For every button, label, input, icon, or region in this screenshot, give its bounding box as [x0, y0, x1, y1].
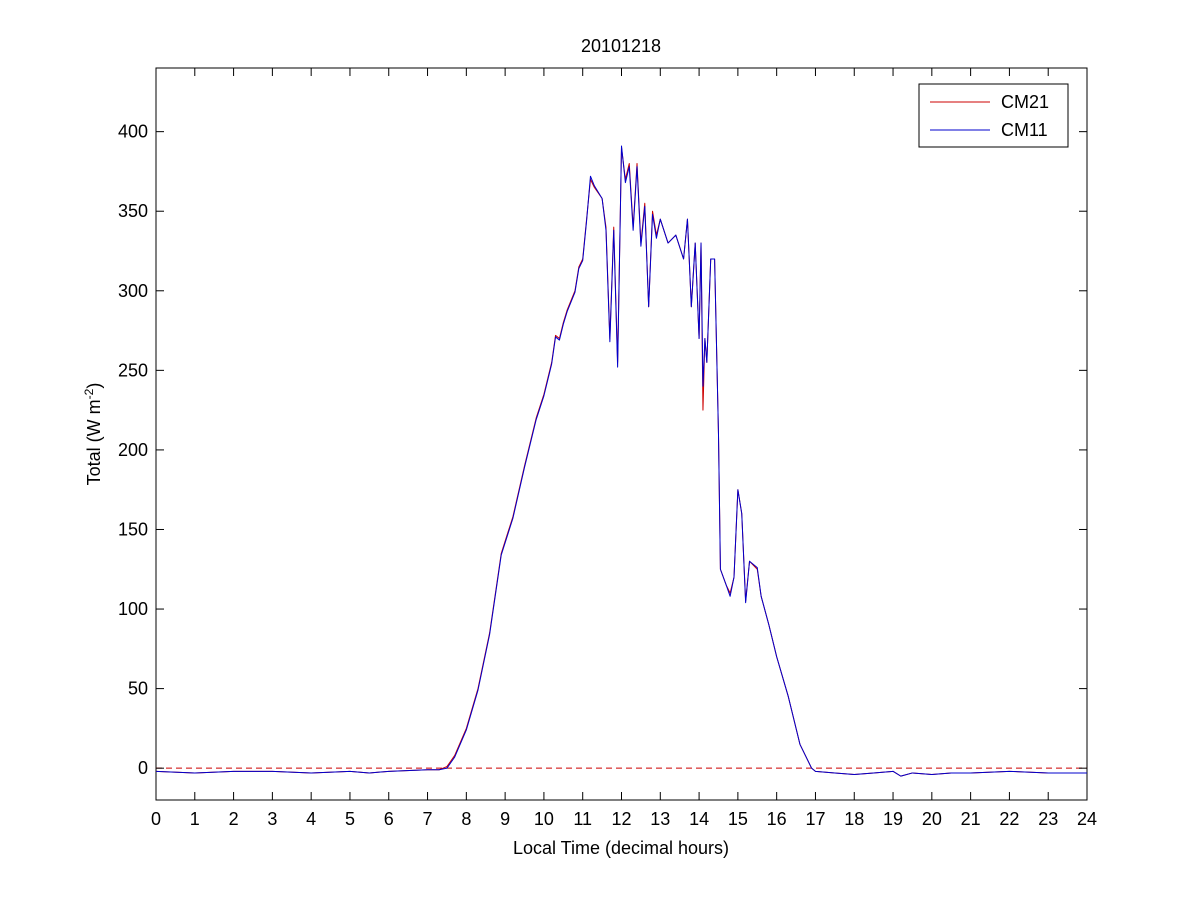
x-tick-label: 19 [883, 809, 903, 829]
x-tick-label: 22 [999, 809, 1019, 829]
x-tick-label: 6 [384, 809, 394, 829]
y-axis-ticks: 0 50 100 150 200 250 300 350 400 [118, 122, 1087, 778]
y-axis-label-main: Total (W m [84, 399, 104, 485]
legend: CM21 CM11 [918, 83, 1069, 148]
y-tick-label: 100 [118, 599, 148, 619]
legend-label-cm11: CM11 [1001, 120, 1048, 140]
plot-frame [155, 67, 1088, 801]
y-tick-label: 350 [118, 201, 148, 221]
y-tick-label: 150 [118, 519, 148, 539]
legend-box [918, 83, 1069, 148]
series-group [155, 145, 1087, 777]
y-tick-label: 300 [118, 281, 148, 301]
y-tick-label: 50 [128, 679, 148, 699]
chart-title: 20101218 [581, 36, 661, 56]
x-tick-label: 3 [267, 809, 277, 829]
x-tick-label: 9 [500, 809, 510, 829]
x-tick-label: 17 [805, 809, 825, 829]
y-axis-label-sup: -2 [82, 388, 96, 399]
x-tick-label: 20 [922, 809, 942, 829]
x-tick-label: 8 [461, 809, 471, 829]
x-tick-label: 0 [151, 809, 161, 829]
x-tick-label: 2 [229, 809, 239, 829]
x-tick-label: 23 [1038, 809, 1058, 829]
x-tick-label: 12 [611, 809, 631, 829]
y-tick-label: 200 [118, 440, 148, 460]
y-tick-label: 0 [138, 758, 148, 778]
x-tick-label: 11 [573, 809, 592, 829]
x-tick-label: 24 [1077, 809, 1097, 829]
x-tick-label: 21 [961, 809, 981, 829]
y-tick-label: 250 [118, 360, 148, 380]
x-tick-label: 5 [345, 809, 355, 829]
x-axis-label: Local Time (decimal hours) [513, 838, 729, 858]
x-tick-label: 10 [534, 809, 554, 829]
x-tick-label: 15 [728, 809, 748, 829]
y-tick-label: 400 [118, 122, 148, 142]
x-tick-label: 7 [423, 809, 433, 829]
x-tick-label: 18 [844, 809, 864, 829]
x-tick-label: 1 [190, 809, 200, 829]
x-tick-label: 4 [306, 809, 316, 829]
x-tick-label: 14 [689, 809, 709, 829]
plot-area [155, 67, 1088, 801]
x-tick-label: 13 [650, 809, 670, 829]
y-axis-label-end: ) [84, 383, 104, 389]
y-axis-label: Total (W m-2) [82, 383, 104, 486]
legend-label-cm21: CM21 [1001, 92, 1049, 112]
series-line-cm11 [155, 145, 1087, 777]
x-tick-label: 16 [767, 809, 787, 829]
x-axis-ticks: 0 1 2 3 4 5 6 7 8 9 10 11 12 13 14 15 16 17 18 19 20 21 22 23 24 [151, 68, 1097, 829]
